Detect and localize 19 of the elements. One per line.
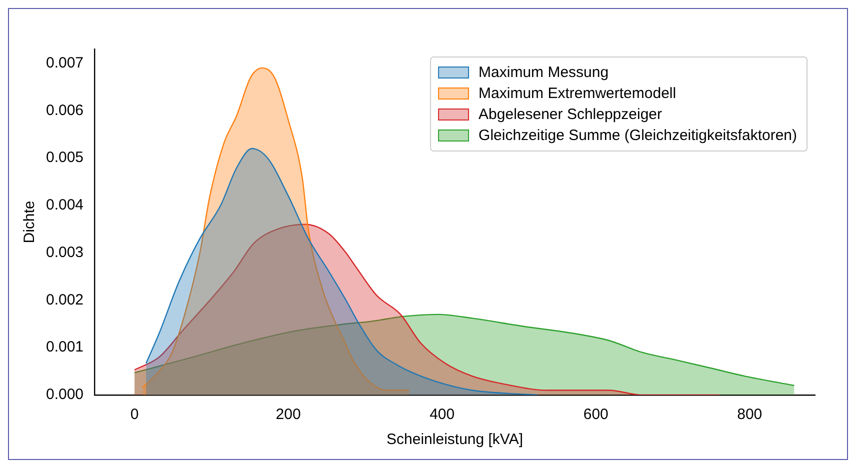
y-tick-label: 0.004 <box>46 196 84 214</box>
legend-label: Abgelesener Schleppzeiger <box>478 106 662 124</box>
x-tick-label: 600 <box>583 406 608 424</box>
y-tick-label: 0.005 <box>46 149 84 166</box>
y-axis-title: Dichte <box>21 200 38 244</box>
y-tick-label: 0.003 <box>46 244 84 261</box>
legend-label: Maximum Extremwertemodell <box>478 85 676 102</box>
legend-label: Gleichzeitige Summe (Gleichzeitigkeitsfaktoren) <box>478 127 798 144</box>
x-tick-label: 400 <box>430 406 455 424</box>
x-tick-label: 200 <box>276 406 301 424</box>
y-tick-label: 0.001 <box>46 338 84 356</box>
y-tick-label: 0.007 <box>46 54 84 72</box>
y-tick-label: 0.000 <box>46 386 84 404</box>
x-tick-label: 800 <box>737 406 762 424</box>
legend-label: Maximum Messung <box>478 64 609 82</box>
y-tick-label: 0.006 <box>46 102 84 119</box>
x-axis-title: Scheinleistung [kVA] <box>386 431 524 448</box>
y-tick-label: 0.002 <box>46 291 84 308</box>
x-tick-label: 0 <box>130 406 139 424</box>
